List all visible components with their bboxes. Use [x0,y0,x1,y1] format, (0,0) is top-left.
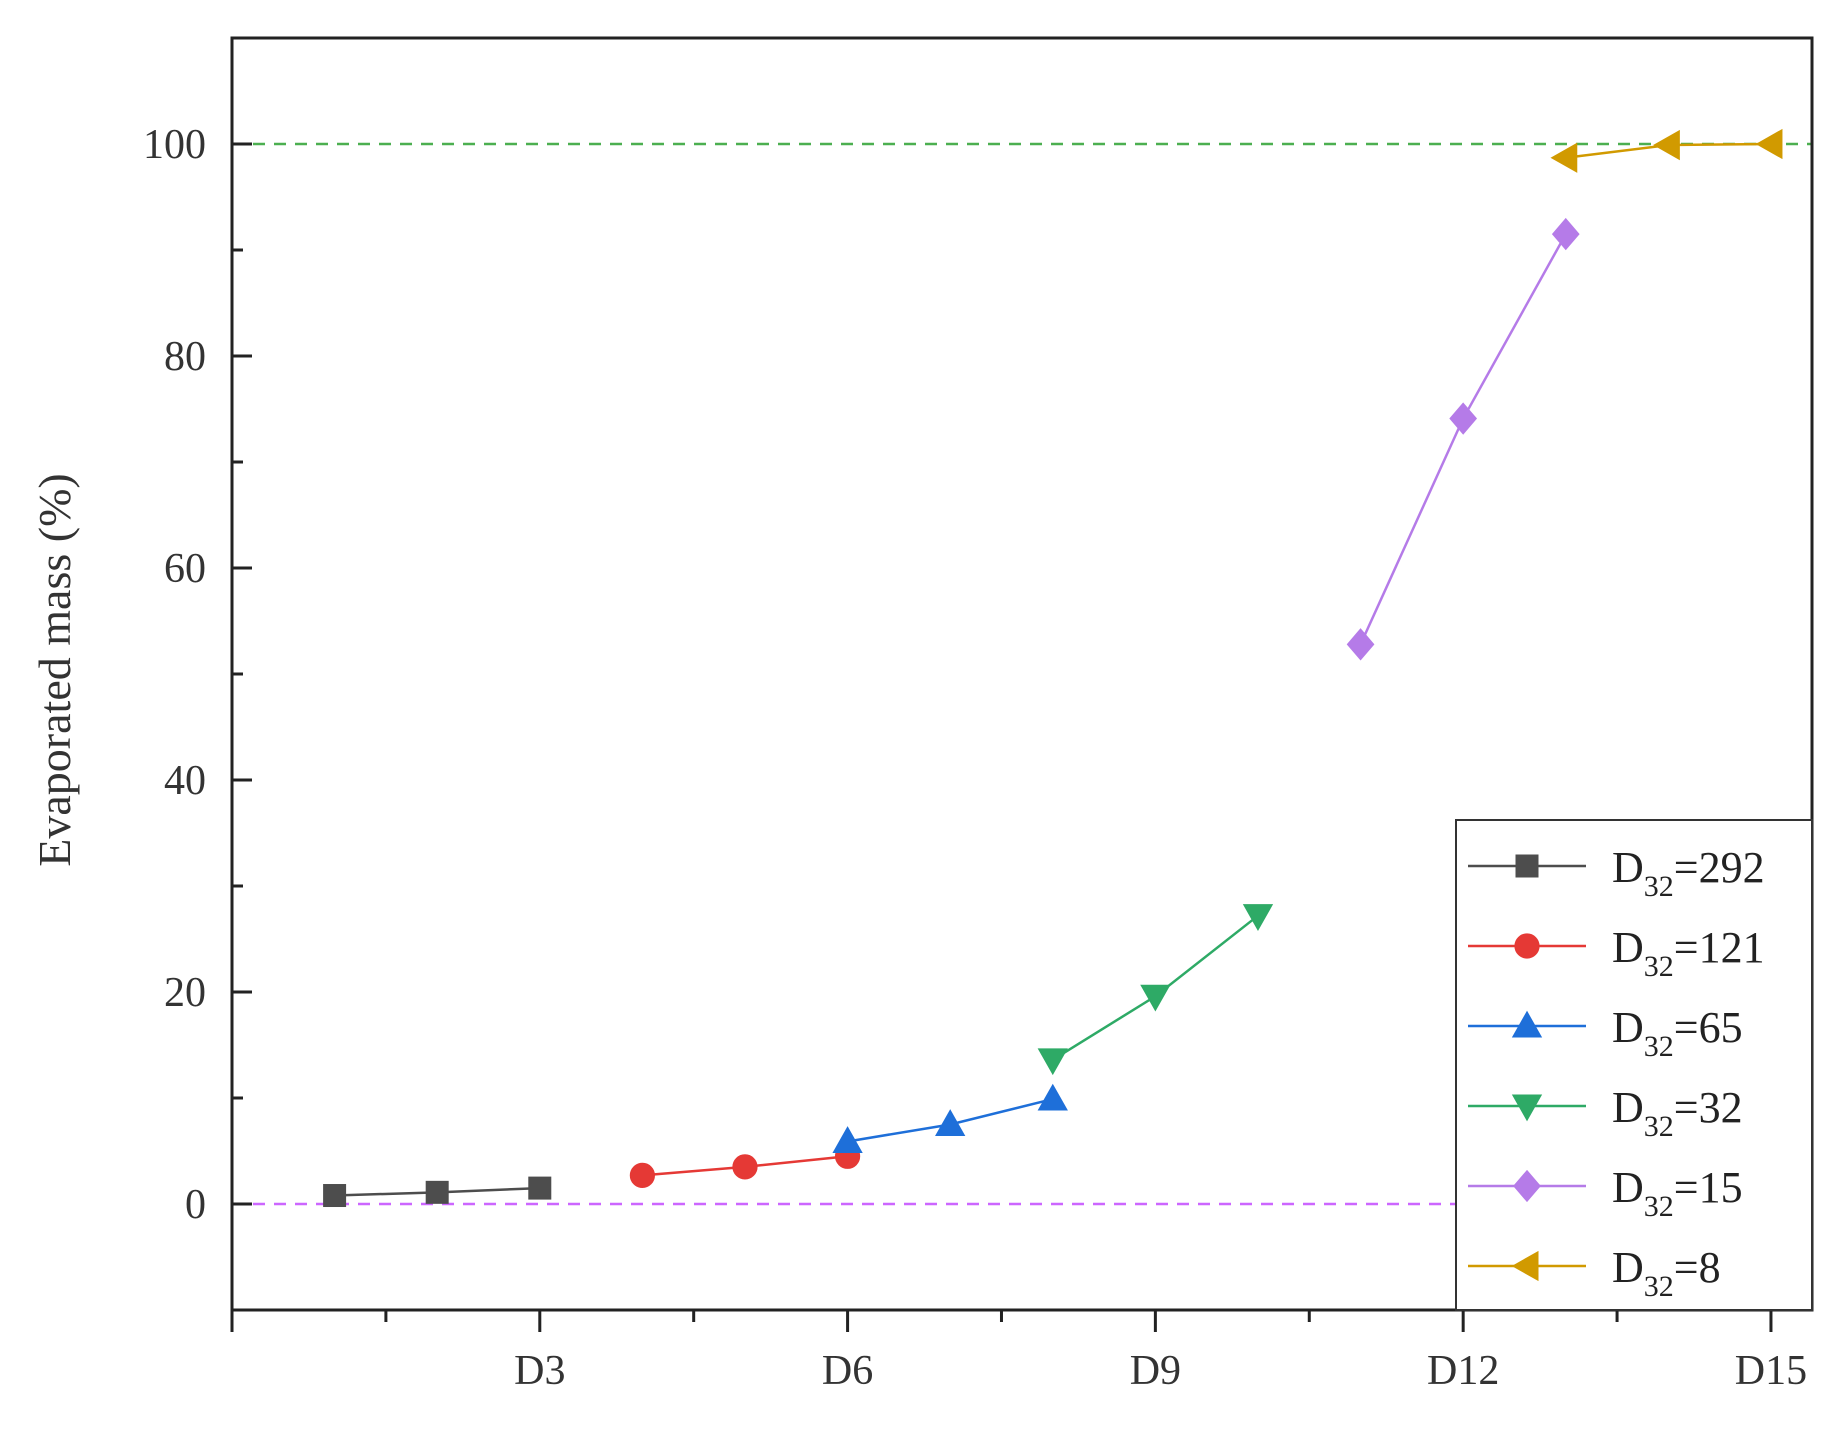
y-tick-label: 100 [143,122,206,168]
data-point [935,1109,966,1136]
series-5 [1550,128,1783,173]
data-point [832,1126,863,1153]
legend-box [1455,819,1813,1311]
x-tick-label: D6 [822,1348,873,1394]
data-point [323,1184,347,1208]
legend-label: D32=65 [1612,1003,1743,1063]
legend-item: D32=8 [1468,1243,1721,1303]
legend-item: D32=32 [1468,1083,1743,1143]
legend-label: D32=15 [1612,1163,1743,1223]
data-point [1037,1083,1068,1111]
legend-item: D32=65 [1468,1003,1743,1063]
data-point [528,1176,552,1200]
legend-label: D32=121 [1612,923,1765,983]
x-tick-label: D15 [1735,1348,1807,1394]
data-point [1449,402,1478,435]
legend-label: D32=8 [1612,1243,1721,1303]
legend-marker [1511,1094,1543,1122]
reference-lines [232,142,1812,1206]
data-point [629,1162,655,1188]
series-layer [323,128,1783,1208]
data-point [1037,1048,1068,1076]
data-point [1140,984,1171,1012]
data-point [1755,128,1783,160]
data-point [732,1154,758,1180]
y-tick-label: 60 [164,546,206,592]
legend-marker [1511,1010,1543,1038]
y-tick-label: 20 [164,970,206,1016]
legend-item: D32=292 [1468,843,1765,903]
series-0 [323,1176,552,1208]
legend-label: D32=32 [1612,1083,1743,1143]
data-point [1653,129,1680,161]
legend-item: D32=15 [1468,1163,1743,1223]
series-3 [1037,904,1274,1076]
legend-marker [1514,933,1540,959]
y-tick-label: 80 [164,334,206,380]
x-tick-label: D9 [1130,1348,1181,1394]
legend-marker [1515,854,1539,878]
series-1 [629,1143,861,1188]
legend-label: D32=292 [1612,843,1765,903]
data-point [425,1180,449,1204]
legend-marker [1513,1169,1541,1203]
legend: D32=292 D32=121 D32=65 D32=32 D32=15 D32=8 [1455,819,1813,1311]
y-tick-label: 0 [185,1182,206,1228]
y-tick-label: 40 [164,758,206,804]
legend-item: D32=121 [1468,923,1765,983]
series-2 [832,1083,1068,1153]
data-point [1242,904,1274,931]
data-point [1551,217,1580,251]
y-axis-title: Evaporated mass (%) [29,473,80,866]
series-line [1359,233,1567,645]
data-point [1346,628,1375,661]
axes-layer: 0 20 40 60 80 100 D3 D6 D9 D12 D15 [143,36,1807,1394]
data-point [1550,142,1578,173]
legend-marker [1511,1250,1539,1282]
x-tick-label: D3 [514,1348,565,1394]
series-4 [1346,217,1580,661]
x-tick-label: D12 [1427,1348,1499,1394]
